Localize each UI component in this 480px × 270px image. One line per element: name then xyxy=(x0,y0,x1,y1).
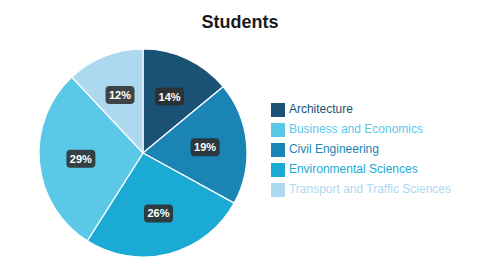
svg-text:26%: 26% xyxy=(148,207,170,219)
svg-text:14%: 14% xyxy=(159,91,181,103)
html-text:Environmental Sciences: Environmental Sciences xyxy=(288,162,418,176)
svg-text:12%: 12% xyxy=(109,89,131,101)
html-text:Students: Students xyxy=(201,12,279,32)
html-text:Transport and Traffic Sciences: Transport and Traffic Sciences xyxy=(288,182,451,196)
html-text:Architecture: Architecture xyxy=(288,102,353,116)
html-text:Business and Economics: Business and Economics xyxy=(288,122,423,136)
svg-text:19%: 19% xyxy=(194,141,216,153)
svg-text:29%: 29% xyxy=(70,153,92,165)
html-text:Civil Engineering: Civil Engineering xyxy=(288,142,379,156)
